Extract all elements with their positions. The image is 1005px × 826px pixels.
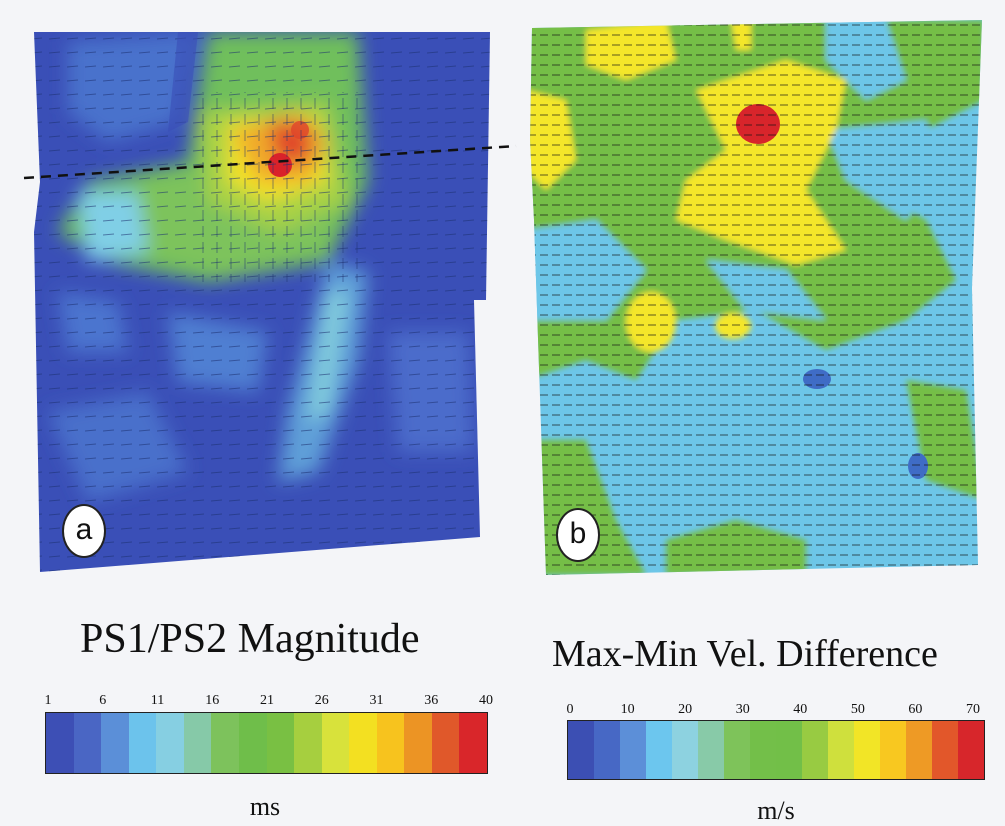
colorbar-swatch-a-13 — [404, 713, 432, 773]
colorbar-swatch-a-7 — [238, 713, 267, 773]
colorbar-tick-b-0: 0 — [566, 702, 574, 717]
colorbar-swatch-b-4 — [672, 721, 698, 779]
colorbar-title-b: Max-Min Vel. Difference — [552, 633, 938, 675]
colorbar-swatch-b-12 — [880, 721, 906, 779]
colorbar-title-a: PS1/PS2 Magnitude — [80, 616, 420, 662]
colorbar-tick-b-2: 20 — [678, 702, 693, 717]
colorbar-tick-b-1: 10 — [620, 702, 635, 717]
colorbar-tick-a-1: 6 — [99, 693, 107, 708]
colorbar-a — [45, 712, 488, 774]
colorbar-swatch-b-8 — [776, 721, 802, 779]
colorbar-unit-b: m/s — [757, 796, 795, 825]
colorbar-swatch-a-12 — [376, 713, 405, 773]
colorbar-swatch-b-3 — [646, 721, 672, 779]
colorbar-swatch-a-4 — [156, 713, 184, 773]
panel-label-a: a — [62, 504, 106, 558]
colorbar-swatch-a-5 — [183, 713, 212, 773]
colorbar-swatch-a-6 — [211, 713, 239, 773]
colorbar-unit-a: ms — [249, 792, 281, 821]
colorbar-tick-a-8: 40 — [479, 693, 493, 708]
colorbar-ticks-a: 1 6 11 16 21 26 31 36 40 — [44, 693, 494, 711]
section-line — [23, 144, 517, 180]
colorbar-swatch-b-15 — [958, 721, 984, 779]
colorbar-swatch-a-8 — [266, 713, 295, 773]
colorbar-swatch-a-14 — [431, 713, 460, 773]
colorbar-swatch-a-3 — [128, 713, 157, 773]
colorbar-swatch-b-10 — [828, 721, 854, 779]
colorbar-tick-a-0: 1 — [44, 693, 52, 708]
colorbar-swatch-a-11 — [349, 713, 377, 773]
velocity-difference-map — [530, 20, 982, 575]
colorbar-swatch-a-9 — [294, 713, 322, 773]
colorbar-swatch-a-0 — [46, 713, 74, 773]
colorbar-tick-a-4: 21 — [260, 693, 274, 708]
colorbar-tick-b-5: 50 — [850, 702, 865, 717]
colorbar-swatch-b-2 — [620, 721, 646, 779]
colorbar-swatch-b-9 — [802, 721, 828, 779]
colorbar-swatch-a-10 — [321, 713, 350, 773]
colorbar-swatch-b-1 — [594, 721, 620, 779]
colorbar-tick-a-3: 16 — [205, 693, 220, 708]
colorbar-swatch-b-6 — [724, 721, 750, 779]
colorbar-tick-b-4: 40 — [793, 702, 808, 717]
colorbar-tick-b-6: 60 — [908, 702, 923, 717]
panel-label-b: b — [556, 508, 600, 562]
colorbar-swatch-b-11 — [854, 721, 880, 779]
colorbar-ticks-b: 0 10 20 30 40 50 60 70 — [566, 702, 981, 720]
colorbar-tick-a-2: 11 — [150, 693, 165, 708]
colorbar-swatch-a-2 — [101, 713, 129, 773]
colorbar-swatch-b-13 — [906, 721, 932, 779]
colorbar-swatch-a-1 — [73, 713, 102, 773]
colorbar-swatch-b-0 — [568, 721, 594, 779]
colorbar-tick-b-3: 30 — [735, 702, 750, 717]
colorbar-b — [567, 720, 985, 780]
magnitude-map — [34, 32, 490, 572]
colorbar-tick-a-5: 26 — [314, 693, 329, 708]
colorbar-swatch-b-7 — [750, 721, 776, 779]
colorbar-tick-b-7: 70 — [966, 702, 980, 717]
colorbar-tick-a-6: 31 — [369, 693, 384, 708]
colorbar-swatch-b-5 — [698, 721, 724, 779]
colorbar-tick-a-7: 36 — [424, 693, 439, 708]
colorbar-swatch-a-15 — [459, 713, 487, 773]
colorbar-swatch-b-14 — [932, 721, 958, 779]
